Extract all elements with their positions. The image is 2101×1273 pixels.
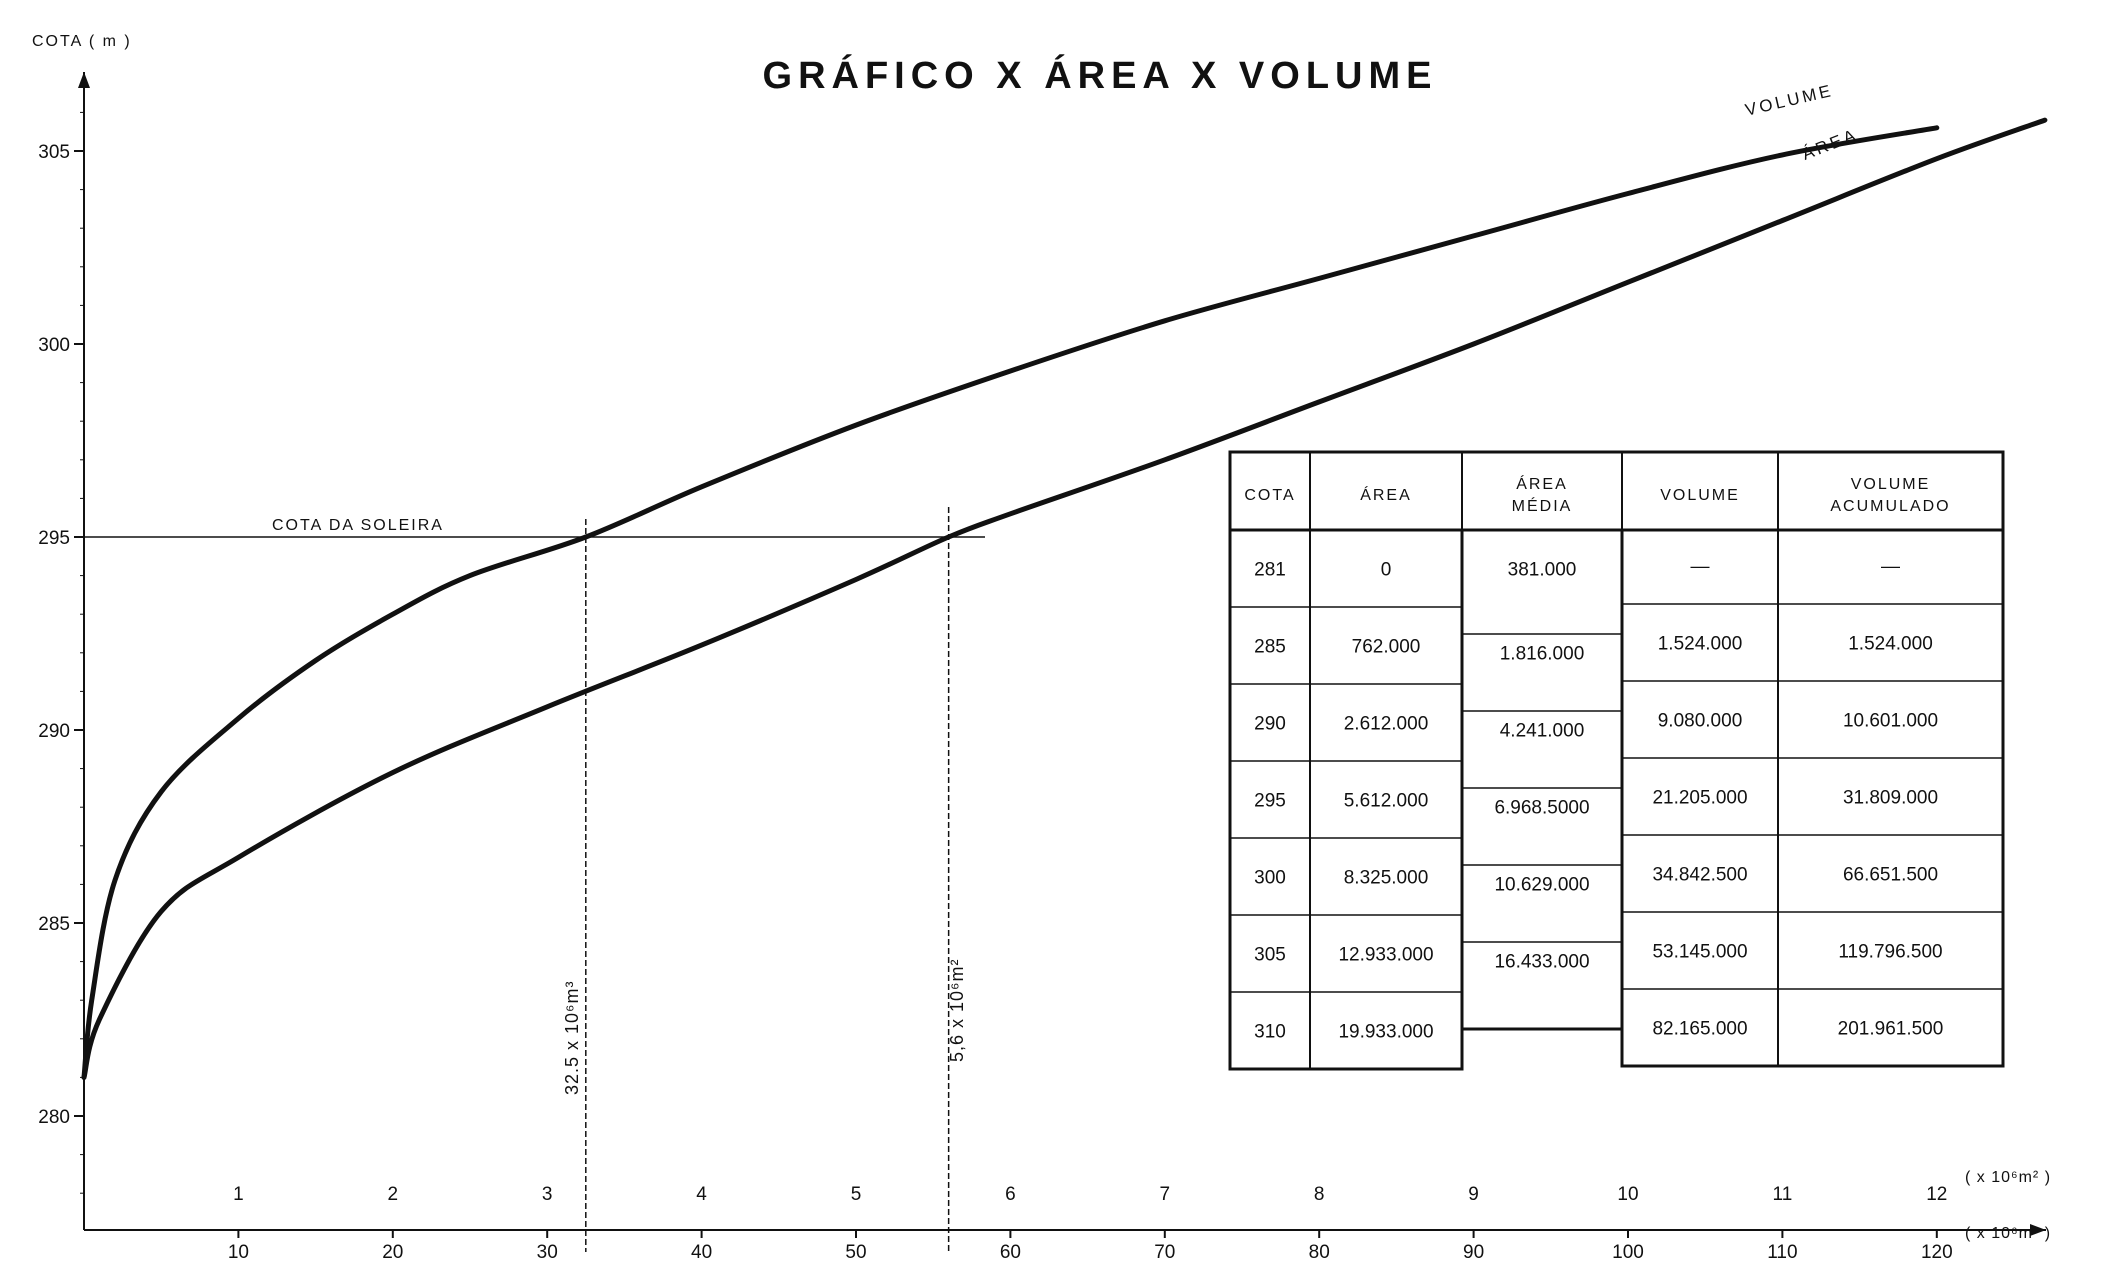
table-cell: 9.080.000 [1658, 711, 1743, 732]
y-axis-label: COTA ( m ) [32, 33, 132, 50]
table-cell: 201.961.500 [1838, 1019, 1944, 1040]
x-volume-tick-label: 80 [1309, 1242, 1330, 1263]
axes-layer [78, 72, 2046, 1236]
x-volume-tick-label: 30 [537, 1242, 558, 1263]
table-cell: 21.205.000 [1652, 788, 1747, 809]
table-header-cell: VOLUME [1660, 487, 1740, 504]
table-cell: 8.325.000 [1344, 868, 1429, 889]
x-area-tick-label: 11 [1773, 1184, 1793, 1205]
table-cell: 119.796.500 [1838, 942, 1942, 963]
table-cell: 290 [1254, 714, 1286, 735]
x-area-tick-label: 6 [1005, 1184, 1016, 1205]
y-axis-arrow [78, 72, 90, 88]
x-area-tick-label: 3 [542, 1184, 553, 1205]
table-cell: 310 [1254, 1022, 1286, 1043]
x-volume-tick-label: 10 [228, 1242, 249, 1263]
table-cell-area-media: 381.000 [1508, 560, 1577, 581]
cota-da-soleira-label: COTA DA SOLEIRA [272, 517, 444, 534]
table-cell: 31.809.000 [1843, 788, 1938, 809]
table-cell: 2.612.000 [1344, 714, 1429, 735]
table-cell: 300 [1254, 868, 1286, 889]
data-table: COTA ÁREA ÁREA MÉDIA VOLUME VOLUME ACUMULADO 28… [1228, 450, 2005, 1071]
table-cell: 1.524.000 [1658, 634, 1743, 655]
table-cell: 5.612.000 [1344, 791, 1429, 812]
area-curve [81, 117, 2048, 1080]
x-axis-arrow [2030, 1224, 2046, 1236]
y-tick-label: 295 [38, 528, 70, 549]
x-area-tick-label: 5 [851, 1184, 862, 1205]
x-volume-tick-label: 110 [1767, 1242, 1797, 1263]
x-volume-tick-label: 40 [691, 1242, 712, 1263]
table-cell-area-media: 1.816.000 [1500, 644, 1585, 665]
x-volume-tick-label: 90 [1463, 1242, 1484, 1263]
y-tick-label: 300 [38, 335, 70, 356]
area-marker-label: 5,6 x 10⁶m² [947, 959, 967, 1062]
table-cell: 295 [1254, 791, 1286, 812]
table-right-block [1620, 528, 2005, 1068]
table-header-cell: ÁREA [1516, 474, 1568, 493]
x-area-tick-label: 1 [233, 1184, 244, 1205]
table-cell: — [1691, 557, 1710, 578]
table-header-cell: MÉDIA [1512, 496, 1573, 515]
table-cell: 305 [1254, 945, 1286, 966]
y-tick-label: 305 [38, 142, 70, 163]
chart-title: GRÁFICO X ÁREA X VOLUME [763, 53, 1438, 97]
x-area-tick-label: 9 [1468, 1184, 1479, 1205]
x-area-tick-label: 4 [696, 1184, 707, 1205]
volume-curve-label: VOLUME [1743, 81, 1835, 120]
table-cell: 0 [1381, 560, 1392, 581]
table-cell: 12.933.000 [1338, 945, 1433, 966]
x-volume-tick-label: 50 [845, 1242, 866, 1263]
volume-marker-label: 32.5 x 10⁶m³ [562, 981, 582, 1095]
table-cell-area-media: 6.968.5000 [1494, 798, 1589, 819]
table-cell: 281 [1254, 560, 1286, 581]
table-cell: 762.000 [1352, 637, 1421, 658]
table-cell-area-media: 10.629.000 [1494, 875, 1589, 896]
table-header-cell: COTA [1244, 487, 1295, 504]
x-area-unit-label: ( x 10⁶m² ) [1965, 1169, 2051, 1186]
table-cell: 19.933.000 [1338, 1022, 1433, 1043]
table-cell: 82.165.000 [1652, 1019, 1747, 1040]
table-cell: 66.651.500 [1843, 865, 1938, 886]
table-cell-area-media: 16.433.000 [1494, 952, 1589, 973]
x-area-tick-label: 8 [1314, 1184, 1325, 1205]
table-cell: 285 [1254, 637, 1286, 658]
table-header-cell: ACUMULADO [1830, 498, 1950, 515]
table-cell: 1.524.000 [1848, 634, 1933, 655]
table-header-cell: VOLUME [1851, 476, 1931, 493]
table-cell: 34.842.500 [1652, 865, 1747, 886]
area-curve-label: ÁREA [1799, 125, 1860, 164]
table-cell: 53.145.000 [1652, 942, 1747, 963]
volume-curve [81, 125, 1940, 1080]
x-area-tick-label: 7 [1160, 1184, 1171, 1205]
y-tick-label: 280 [38, 1107, 70, 1128]
curves-layer: VOLUME ÁREA [81, 81, 2048, 1252]
y-tick-label: 290 [38, 721, 70, 742]
x-volume-tick-label: 20 [382, 1242, 403, 1263]
x-area-tick-label: 10 [1617, 1184, 1638, 1205]
x-area-tick-label: 2 [388, 1184, 399, 1205]
x-volume-tick-label: 120 [1921, 1242, 1953, 1263]
y-tick-label: 285 [38, 914, 70, 935]
table-cell: — [1881, 557, 1900, 578]
table-cell: 10.601.000 [1843, 711, 1938, 732]
x-volume-tick-label: 100 [1612, 1242, 1644, 1263]
x-area-tick-label: 12 [1926, 1184, 1947, 1205]
x-volume-tick-label: 70 [1154, 1242, 1175, 1263]
table-cell-area-media: 4.241.000 [1500, 721, 1585, 742]
table-header-cell: ÁREA [1360, 485, 1412, 504]
x-volume-tick-label: 60 [1000, 1242, 1021, 1263]
